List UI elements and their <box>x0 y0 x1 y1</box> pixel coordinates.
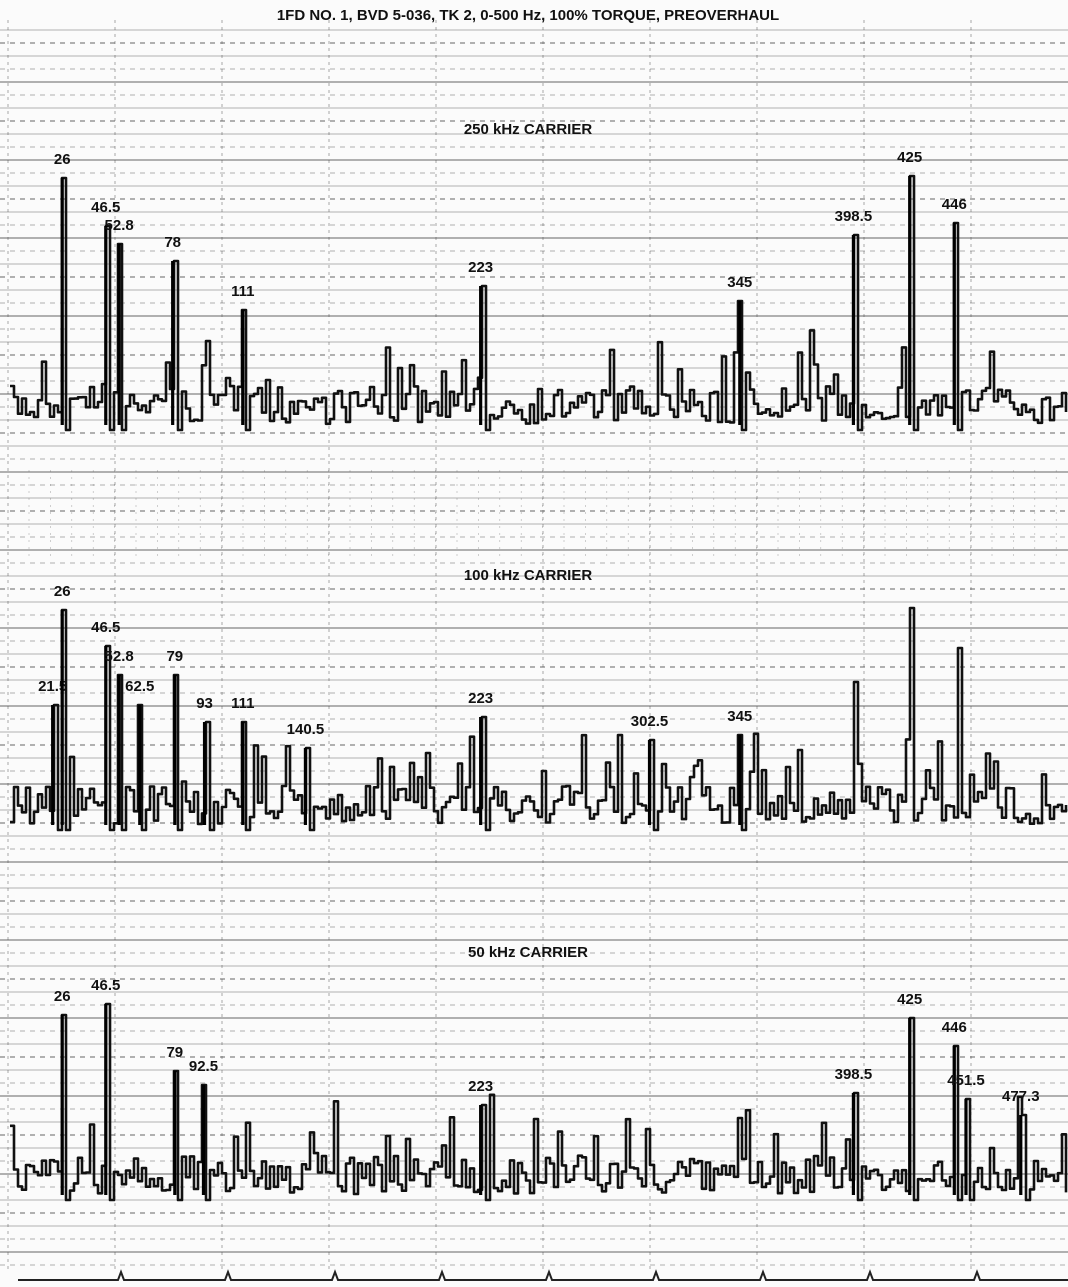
peak-label: 79 <box>166 1044 183 1061</box>
spectrum-trace <box>10 606 1068 832</box>
peak-label: 140.5 <box>287 721 325 738</box>
peak-label: 111 <box>231 695 254 712</box>
peak-label: 345 <box>727 274 752 291</box>
peak-label: 26 <box>54 583 71 600</box>
peak-label: 78 <box>164 234 181 251</box>
panel-title: 50 kHz CARRIER <box>468 944 588 961</box>
peak-label: 345 <box>727 708 752 725</box>
peak-label: 223 <box>468 259 493 276</box>
peak-label: 93 <box>196 695 213 712</box>
peak-label: 111 <box>231 283 254 300</box>
peak-label: 52.8 <box>105 648 134 665</box>
peak-label: 52.8 <box>105 217 134 234</box>
peak-label: 425 <box>897 149 922 166</box>
page-title: 1FD NO. 1, BVD 5-036, TK 2, 0-500 Hz, 10… <box>277 7 779 24</box>
peak-label: 398.5 <box>835 1066 873 1083</box>
peak-label: 62.5 <box>125 678 154 695</box>
peak-label: 223 <box>468 1078 493 1095</box>
peak-label: 21.5 <box>38 678 67 695</box>
spectrum-trace <box>10 174 1068 432</box>
peak-label: 302.5 <box>631 713 669 730</box>
peak-label: 398.5 <box>835 208 873 225</box>
peak-label: 46.5 <box>91 619 120 636</box>
peak-label: 451.5 <box>947 1072 985 1089</box>
peak-label: 92.5 <box>189 1058 218 1075</box>
panel-title: 250 kHz CARRIER <box>464 121 593 138</box>
spectrum-trace <box>10 1002 1068 1202</box>
peak-label: 477.3 <box>1002 1088 1040 1105</box>
peak-label: 446 <box>942 196 967 213</box>
peak-label: 26 <box>54 988 71 1005</box>
peak-label: 425 <box>897 991 922 1008</box>
peak-label: 46.5 <box>91 977 120 994</box>
peak-label: 446 <box>942 1019 967 1036</box>
time-marker <box>18 1269 1068 1281</box>
peak-label: 26 <box>54 151 71 168</box>
panel-title: 100 kHz CARRIER <box>464 567 593 584</box>
peak-label: 46.5 <box>91 199 120 216</box>
peak-label: 223 <box>468 690 493 707</box>
peak-label: 79 <box>166 648 183 665</box>
